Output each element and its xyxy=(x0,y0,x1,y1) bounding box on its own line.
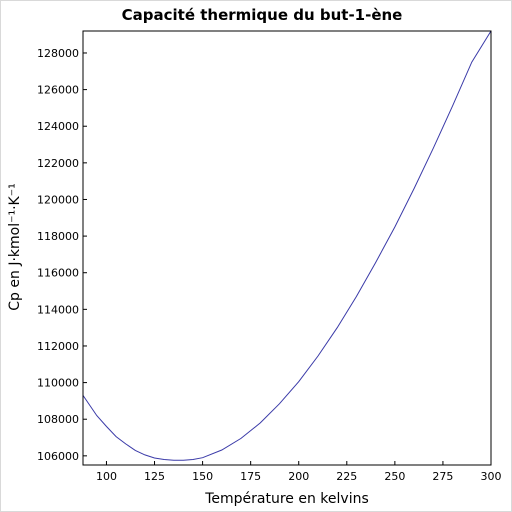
chart-title: Capacité thermique du but-1-ène xyxy=(122,6,403,24)
x-tick-label: 275 xyxy=(432,470,453,483)
axis-ticks: 100 125 150 175 200 225 250 275 300 106000 108000 1… xyxy=(37,47,502,483)
x-tick-label: 300 xyxy=(481,470,502,483)
x-tick-label: 175 xyxy=(240,470,261,483)
y-tick-label: 124000 xyxy=(37,120,79,133)
plot-area-border xyxy=(82,30,492,466)
x-tick-label: 250 xyxy=(384,470,405,483)
y-tick-label: 114000 xyxy=(37,303,79,316)
y-tick-label: 106000 xyxy=(37,450,79,463)
x-tick-label: 100 xyxy=(96,470,117,483)
y-tick-label: 112000 xyxy=(37,340,79,353)
y-tick-label: 128000 xyxy=(37,47,79,60)
series-line xyxy=(82,30,492,461)
x-tick-label: 225 xyxy=(336,470,357,483)
y-tick-label: 122000 xyxy=(37,157,79,170)
y-tick-label: 118000 xyxy=(37,230,79,243)
y-tick-label: 126000 xyxy=(37,84,79,97)
y-tick-label: 110000 xyxy=(37,377,79,390)
y-tick-label: 116000 xyxy=(37,267,79,280)
x-tick-label: 125 xyxy=(144,470,165,483)
y-axis-label: Cp en J·kmol⁻¹·K⁻¹ xyxy=(7,183,23,310)
x-tick-label: 150 xyxy=(192,470,213,483)
series-lines xyxy=(82,30,492,461)
x-tick-label: 200 xyxy=(288,470,309,483)
y-tick-label: 120000 xyxy=(37,193,79,206)
x-axis-label: Température en kelvins xyxy=(204,491,369,507)
y-tick-label: 108000 xyxy=(37,413,79,426)
